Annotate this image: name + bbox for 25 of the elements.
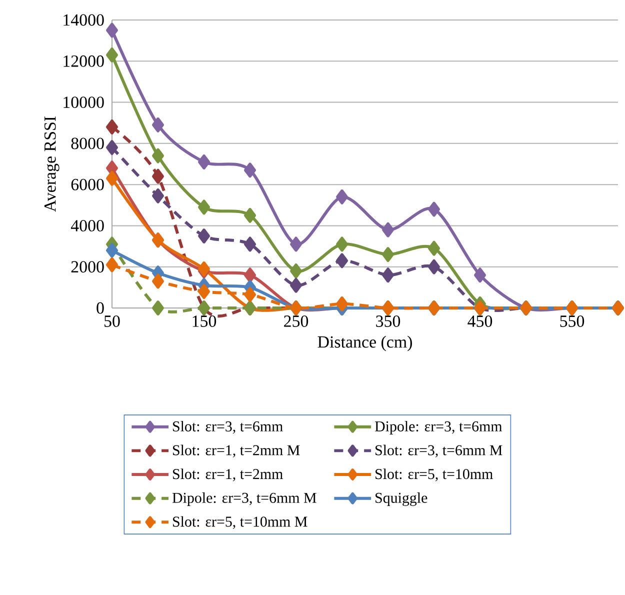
- x-axis-title: Distance (cm): [318, 336, 412, 352]
- x-tick-label: 150: [192, 316, 216, 327]
- y-tick-label: 0: [96, 302, 104, 314]
- legend-label: Slot: εr=5, t=10mm: [376, 468, 493, 482]
- y-tick-label: 2000: [71, 261, 104, 273]
- legend-label: Squiggle: [376, 492, 428, 506]
- y-tick-label: 10000: [64, 96, 104, 108]
- x-tick-label: 350: [376, 316, 400, 327]
- legend-label: Slot: εr=3, t=6mm M: [376, 444, 502, 458]
- y-tick-label: 14000: [64, 14, 104, 26]
- x-tick-label: 450: [468, 316, 492, 327]
- y-tick-label: 6000: [71, 178, 104, 190]
- legend-label: Slot: εr=3, t=6mm: [173, 420, 283, 434]
- legend-label: Slot: εr=5, t=10mm M: [173, 516, 308, 529]
- legend-label: Slot: εr=1, t=2mm M: [173, 444, 300, 458]
- y-tick-label: 12000: [64, 55, 104, 67]
- y-axis-title: Average RSSI: [44, 116, 60, 212]
- legend-label: Dipole: εr=3, t=6mm M: [172, 492, 316, 506]
- legend-label: Slot: εr=1, t=2mm: [173, 468, 283, 482]
- x-tick-label: 550: [560, 316, 584, 327]
- x-tick-label: 50: [104, 316, 120, 327]
- x-tick-label: 250: [284, 316, 308, 327]
- y-tick-label: 8000: [71, 138, 104, 150]
- legend-label: Dipole: εr=3, t=6mm: [374, 420, 502, 434]
- y-tick-label: 4000: [70, 220, 104, 232]
